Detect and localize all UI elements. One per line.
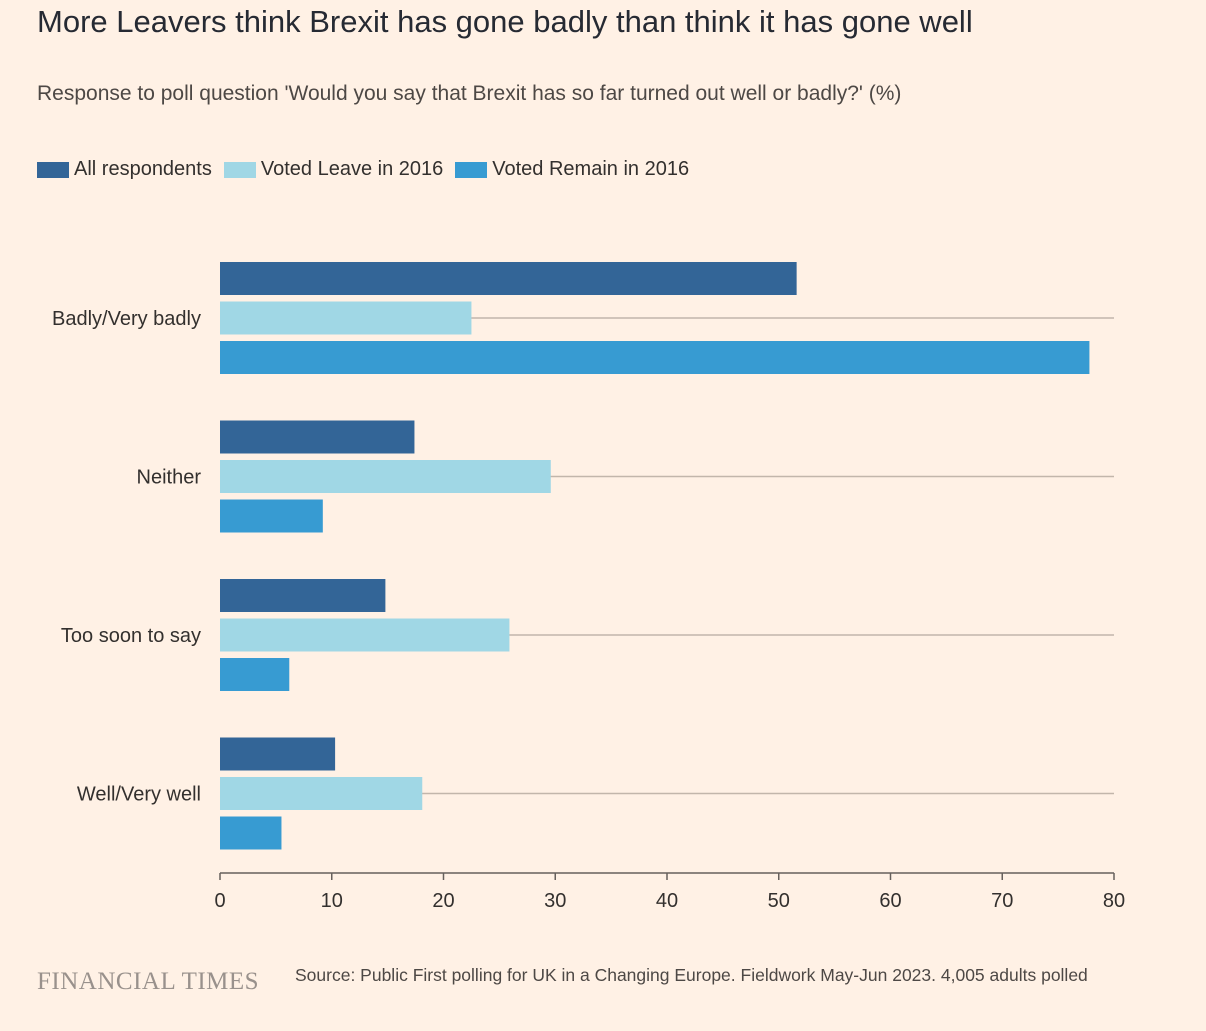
- legend-label-voted-remain: Voted Remain in 2016: [492, 158, 690, 180]
- x-tick-label: 20: [432, 890, 454, 912]
- x-tick-label: 50: [768, 890, 790, 912]
- x-tick-label: 30: [544, 890, 566, 912]
- category-label-neither: Neither: [137, 467, 202, 489]
- x-tick-label: 70: [991, 890, 1013, 912]
- legend-swatch-all-respondents: [37, 161, 69, 178]
- bar-voted-remain-in-2016-badly-very-badly: [220, 341, 1090, 374]
- bar-all-respondents-too-soon-to-say: [220, 579, 386, 612]
- legend-swatch-voted-leave: [223, 161, 256, 178]
- chart-subtitle: Response to poll question 'Would you say…: [37, 82, 902, 105]
- bar-voted-remain-in-2016-too-soon-to-say: [220, 658, 290, 691]
- bar-all-respondents-neither: [220, 420, 415, 454]
- legend-label-voted-leave: Voted Leave in 2016: [260, 158, 444, 180]
- bar-voted-leave-in-2016-well-very-well: [220, 777, 423, 810]
- legend-item-voted-leave: Voted Leave in 2016: [223, 158, 444, 181]
- bar-voted-remain-in-2016-well-very-well: [220, 816, 282, 850]
- bar-all-respondents-well-very-well: [220, 737, 336, 771]
- category-label-too-soon-to-say: Too soon to say: [61, 625, 201, 647]
- chart-legend: All respondents Voted Leave in 2016 Vote…: [37, 158, 701, 181]
- bar-voted-leave-in-2016-too-soon-to-say: [220, 618, 510, 652]
- bar-chart: Badly/Very badly Neither Too soon to say We…: [52, 262, 1125, 912]
- x-tick-label: 60: [879, 890, 901, 912]
- x-tick-label: 0: [214, 890, 225, 912]
- ft-logo: FINANCIAL TIMES: [37, 968, 260, 995]
- legend-swatch-voted-remain: [455, 161, 488, 178]
- category-label-well-very-well: Well/Very well: [77, 784, 201, 806]
- bar-voted-leave-in-2016-badly-very-badly: [220, 301, 472, 335]
- legend-item-voted-remain: Voted Remain in 2016: [455, 158, 689, 181]
- bar-all-respondents-badly-very-badly: [220, 262, 797, 295]
- category-label-badly-very-badly: Badly/Very badly: [52, 308, 201, 330]
- bar-voted-leave-in-2016-neither: [220, 460, 551, 493]
- legend-item-all-respondents: All respondents: [37, 158, 212, 181]
- source-note: Source: Public First polling for UK in a…: [295, 965, 1088, 985]
- x-tick-label: 10: [321, 890, 343, 912]
- x-tick-label: 80: [1103, 890, 1125, 912]
- x-tick-label: 40: [656, 890, 678, 912]
- chart-title: More Leavers think Brexit has gone badly…: [37, 4, 973, 39]
- bar-voted-remain-in-2016-neither: [220, 499, 323, 533]
- legend-label-all-respondents: All respondents: [74, 158, 212, 180]
